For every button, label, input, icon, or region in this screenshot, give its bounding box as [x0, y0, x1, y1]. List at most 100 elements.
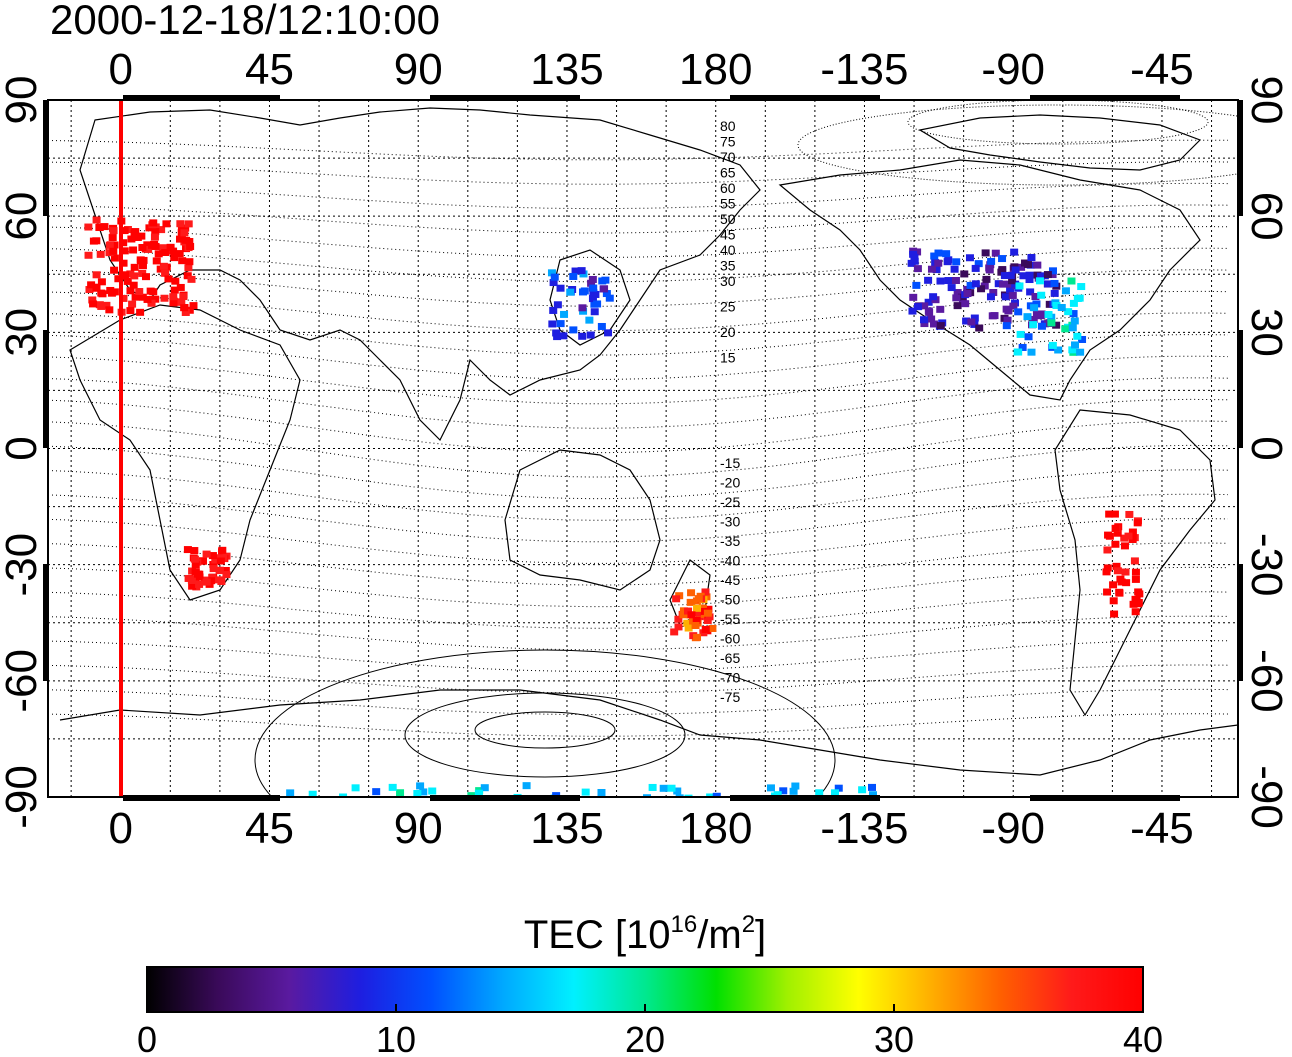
tec-cell-antarctic-rim [474, 789, 483, 797]
tec-cell-south-africa [222, 571, 231, 579]
tec-cell-europe [184, 264, 193, 272]
contour-label: 40 [720, 242, 736, 258]
tec-cell-europe [181, 308, 190, 316]
tec-cell-antarctic-rim [830, 789, 839, 797]
contour-label: -60 [720, 631, 740, 647]
tec-cell-europe [84, 223, 93, 231]
tec-cell-south-africa [188, 582, 197, 590]
tec-cell-usa [1048, 267, 1057, 275]
tec-cell-japan [604, 329, 613, 337]
tec-cell-south-africa [215, 567, 224, 575]
contour-label: -75 [720, 689, 740, 705]
left-lat-tick-label: 0 [0, 436, 46, 460]
tec-cell-europe [161, 248, 170, 256]
bottom-axis-labels: 0 45 90 135 180 -135 -90 -45 [108, 804, 1193, 853]
tec-cell-east-us [1027, 348, 1036, 356]
right-axis-labels: 90 60 30 0 -30 -60 -90 [1242, 76, 1291, 829]
tec-cell-japan [550, 273, 559, 281]
tec-cell-europe [131, 228, 140, 236]
tec-cell-usa [920, 316, 929, 324]
tec-cell-east-us [1069, 299, 1078, 307]
contour-label: 15 [720, 350, 736, 366]
bottom-lon-tick-label: 45 [245, 804, 294, 853]
tec-cell-south-america [1105, 532, 1114, 540]
right-lat-tick-label: -90 [1242, 765, 1291, 829]
contour-label: -45 [720, 572, 740, 588]
tec-cell-europe [109, 227, 118, 235]
tec-cell-europe [159, 262, 168, 270]
tec-cell-japan [571, 267, 580, 275]
tec-cell-antarctic-rim [522, 782, 531, 790]
tec-cell-europe [161, 269, 170, 277]
tec-cell-usa [951, 276, 960, 284]
tec-cell-europe [130, 263, 139, 271]
tec-cell-europe [131, 293, 140, 301]
tec-cell-usa [1029, 315, 1038, 323]
tec-cell-japan [590, 308, 599, 316]
tec-cell-south-africa [216, 557, 225, 565]
tec-cell-south-africa [190, 547, 199, 555]
bottom-lon-tick-label: 135 [530, 804, 603, 853]
tec-cell-east-us [1077, 283, 1086, 291]
tec-cell-south-america [1131, 575, 1140, 583]
left-lat-tick-label: 90 [0, 76, 46, 125]
tec-cell-japan [602, 290, 611, 298]
tec-cell-europe [119, 239, 128, 247]
tec-cell-europe [120, 247, 129, 255]
tec-cell-europe [92, 237, 101, 245]
tec-cell-south-america [1133, 519, 1142, 527]
tec-cell-usa [1032, 310, 1041, 318]
tec-cell-usa [953, 289, 962, 297]
tec-cell-europe [143, 241, 152, 249]
tec-cell-antarctic-rim [684, 794, 693, 797]
tec-cell-usa [1008, 291, 1017, 299]
left-lat-tick-label: 30 [0, 308, 46, 357]
tec-cell-new-zealand [687, 589, 696, 597]
tec-cell-antarctic-rim [766, 784, 775, 792]
tec-cell-usa [910, 257, 919, 265]
tec-cell-antarctic-rim [480, 784, 489, 792]
tec-cell-east-us [1023, 313, 1032, 321]
tec-cell-usa [1008, 277, 1017, 285]
tec-cell-usa [1006, 271, 1015, 279]
tec-cell-usa [962, 317, 971, 325]
tec-cell-east-us [1050, 279, 1059, 287]
tec-cell-japan [586, 331, 595, 339]
tec-cell-japan [549, 306, 558, 314]
tec-cell-usa [944, 277, 953, 285]
tec-cell-europe [106, 286, 115, 294]
tec-cell-south-america [1110, 610, 1119, 618]
tec-cell-usa [1025, 271, 1034, 279]
top-lon-tick-label: 90 [394, 45, 443, 94]
tec-cell-usa [1011, 266, 1020, 274]
tec-cell-usa [991, 249, 1000, 257]
tec-cell-usa [1037, 310, 1046, 318]
tec-cell-new-zealand [708, 624, 717, 632]
tec-cell-japan [588, 275, 597, 283]
tec-cell-usa [971, 280, 980, 288]
tec-cell-usa [909, 293, 918, 301]
left-lat-tick-label: -60 [0, 649, 46, 713]
tec-cell-east-us [1037, 322, 1046, 330]
tec-cell-japan [593, 300, 602, 308]
reference-meridian-line [119, 100, 123, 797]
tec-cell-usa [920, 302, 929, 310]
tec-cell-usa [986, 293, 995, 301]
tec-cell-usa [1027, 254, 1036, 262]
tec-cell-antarctic-rim [467, 792, 476, 797]
tec-cell-new-zealand [703, 616, 712, 624]
tec-cell-usa [1025, 276, 1034, 284]
tec-cell-antarctic-rim [659, 784, 668, 792]
tec-cell-antarctic-rim [673, 787, 682, 795]
tec-cell-japan [580, 287, 589, 295]
tec-cell-east-us [1070, 317, 1079, 325]
tec-cell-usa [1043, 271, 1052, 279]
tec-cell-japan [577, 267, 586, 275]
tec-cell-new-zealand [701, 625, 710, 633]
left-lat-tick-label: -90 [0, 765, 46, 829]
tec-cell-south-america [1111, 524, 1120, 532]
top-lon-tick-label: 135 [530, 45, 603, 94]
tec-cell-east-us [1069, 310, 1078, 318]
right-lat-tick-label: 0 [1242, 436, 1291, 460]
tec-cell-usa [934, 249, 943, 257]
